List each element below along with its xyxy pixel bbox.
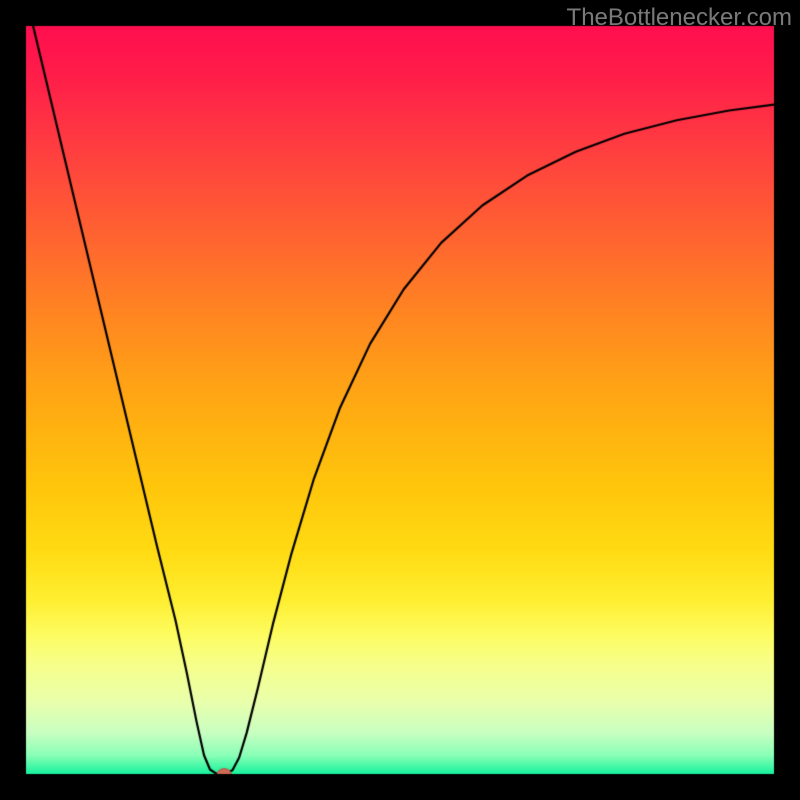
chart-container: TheBottlenecker.com xyxy=(0,0,800,800)
watermark-text: TheBottlenecker.com xyxy=(567,4,792,32)
bottleneck-curve-plot xyxy=(0,0,800,800)
